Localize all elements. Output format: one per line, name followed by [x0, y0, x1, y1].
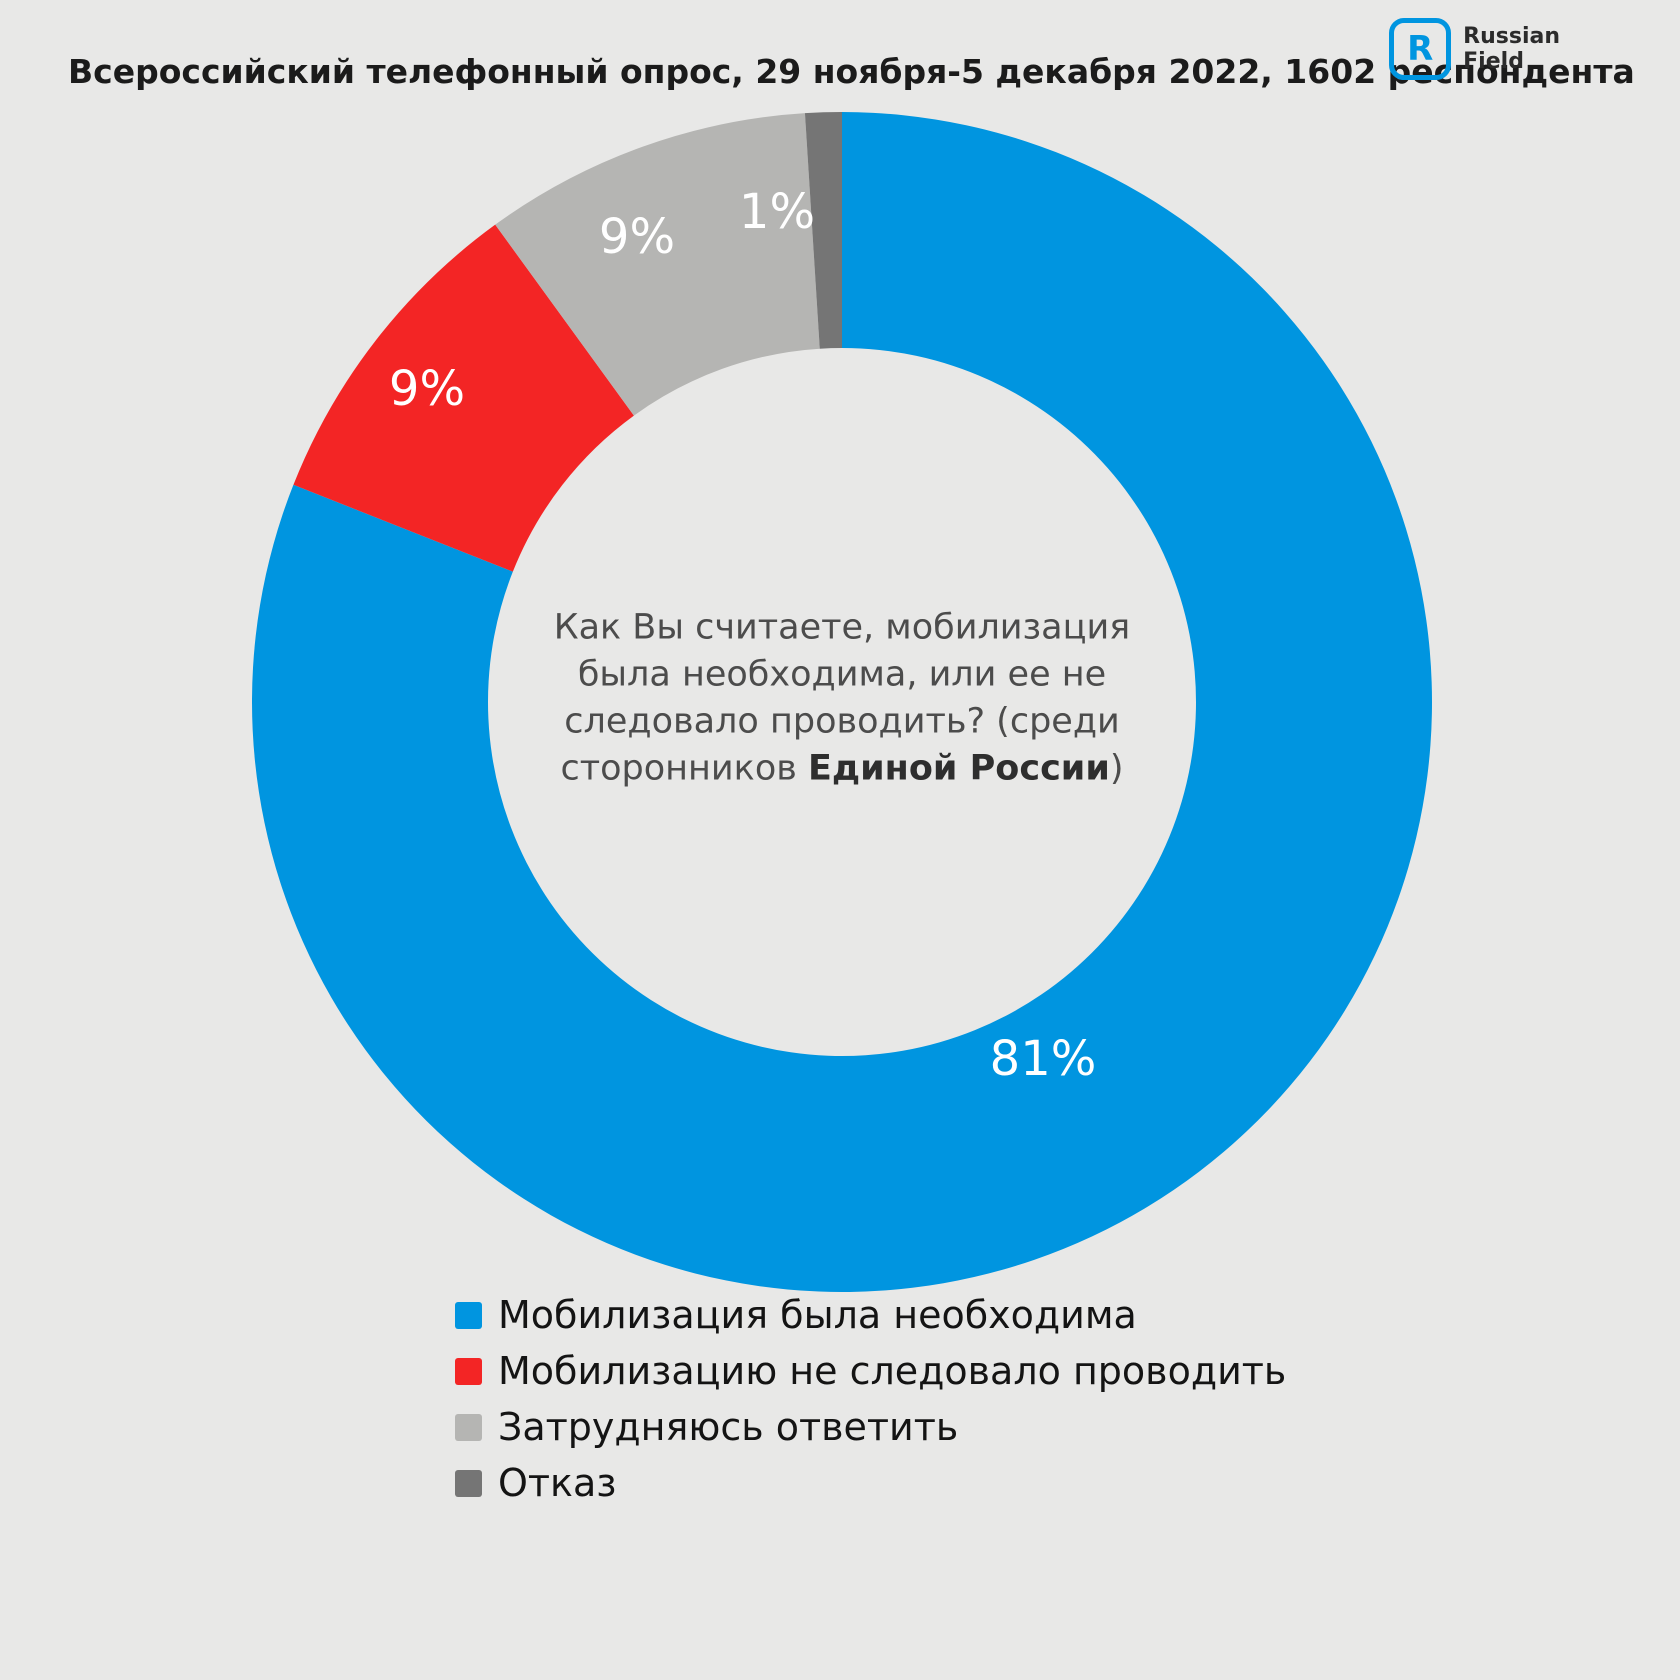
legend: Мобилизация была необходима Мобилизацию … [455, 1293, 1287, 1505]
logo-word-russian: Russian [1463, 23, 1560, 49]
slice-value-label-should-not: 9% [388, 361, 466, 417]
donut-slice [804, 112, 842, 349]
question-line-3: следовало проводить? (среди [564, 701, 1120, 742]
question-line-4: сторонников Единой России) [512, 745, 1172, 792]
legend-item-refusal: Отказ [455, 1460, 1286, 1505]
legend-swatch-darkgray [455, 1470, 482, 1498]
legend-label: Мобилизацию не следовало проводить [498, 1348, 1287, 1393]
center-question: Как Вы считаете, мобилизация была необхо… [512, 604, 1172, 792]
slice-value-label-necessary: 81% [989, 1031, 1097, 1087]
slice-value-label-refusal: 1% [738, 184, 816, 240]
legend-item-undecided: Затрудняюсь ответить [455, 1404, 1286, 1449]
russian-field-logo-icon: R [1389, 18, 1452, 80]
logo-letter: R [1407, 29, 1434, 69]
donut-slice [495, 113, 820, 416]
slice-value-label-undecided: 9% [598, 209, 676, 265]
legend-item-should-not: Мобилизацию не следовало проводить [455, 1348, 1287, 1393]
chart-title: Всероссийский телефонный опрос, 29 ноябр… [68, 52, 1635, 92]
question-line-2: была необходима, или ее не [577, 654, 1107, 695]
question-line-4-party-name: Единой России [807, 748, 1110, 789]
question-line-4-prefix: сторонников [560, 748, 808, 789]
donut-slice [293, 224, 634, 572]
legend-label: Мобилизация была необходима [498, 1293, 1137, 1337]
legend-swatch-blue [455, 1302, 482, 1330]
legend-label: Затрудняюсь ответить [498, 1404, 959, 1449]
donut-chart: 81% 9% 9% 1% Как Вы считаете, мобилизаци… [252, 112, 1432, 1292]
legend-label: Отказ [498, 1460, 617, 1505]
legend-swatch-lightgray [455, 1414, 482, 1442]
logo-word-field: Field [1463, 49, 1524, 74]
donut-ring [252, 112, 1432, 1292]
russian-field-logo: R Russian Field [1389, 18, 1560, 80]
legend-swatch-red [455, 1358, 482, 1386]
question-line-4-suffix: ) [1109, 748, 1124, 789]
donut-slice [252, 112, 1432, 1292]
logo-wordmark: Russian Field [1463, 24, 1560, 75]
legend-item-necessary: Мобилизация была необходима [455, 1293, 1286, 1337]
question-line-1: Как Вы считаете, мобилизация [553, 607, 1131, 648]
